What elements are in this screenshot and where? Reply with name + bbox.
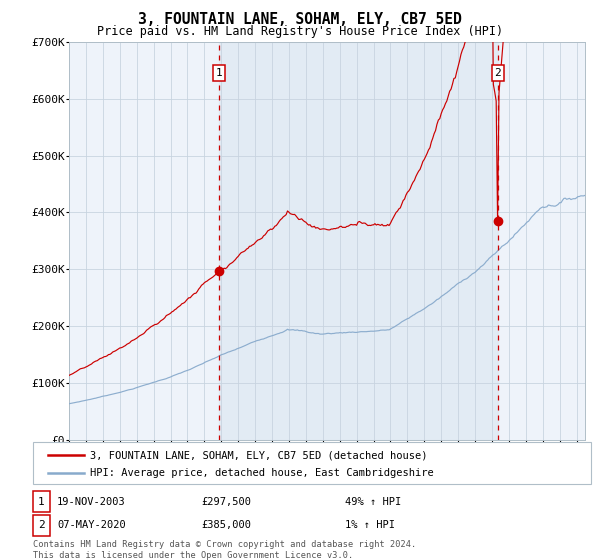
- Text: 1: 1: [216, 68, 223, 78]
- Text: 3, FOUNTAIN LANE, SOHAM, ELY, CB7 5ED: 3, FOUNTAIN LANE, SOHAM, ELY, CB7 5ED: [138, 12, 462, 27]
- Text: 19-NOV-2003: 19-NOV-2003: [57, 497, 126, 507]
- Text: 2: 2: [494, 68, 501, 78]
- Text: Contains HM Land Registry data © Crown copyright and database right 2024.
This d: Contains HM Land Registry data © Crown c…: [33, 540, 416, 560]
- Text: HPI: Average price, detached house, East Cambridgeshire: HPI: Average price, detached house, East…: [90, 468, 434, 478]
- Text: Price paid vs. HM Land Registry's House Price Index (HPI): Price paid vs. HM Land Registry's House …: [97, 25, 503, 38]
- Text: 3, FOUNTAIN LANE, SOHAM, ELY, CB7 5ED (detached house): 3, FOUNTAIN LANE, SOHAM, ELY, CB7 5ED (d…: [90, 450, 427, 460]
- Text: £385,000: £385,000: [201, 520, 251, 530]
- Text: 07-MAY-2020: 07-MAY-2020: [57, 520, 126, 530]
- Bar: [219, 42, 498, 440]
- Text: 49% ↑ HPI: 49% ↑ HPI: [345, 497, 401, 507]
- Text: 1% ↑ HPI: 1% ↑ HPI: [345, 520, 395, 530]
- Text: 1: 1: [38, 497, 45, 507]
- Text: £297,500: £297,500: [201, 497, 251, 507]
- Text: 2: 2: [38, 520, 45, 530]
